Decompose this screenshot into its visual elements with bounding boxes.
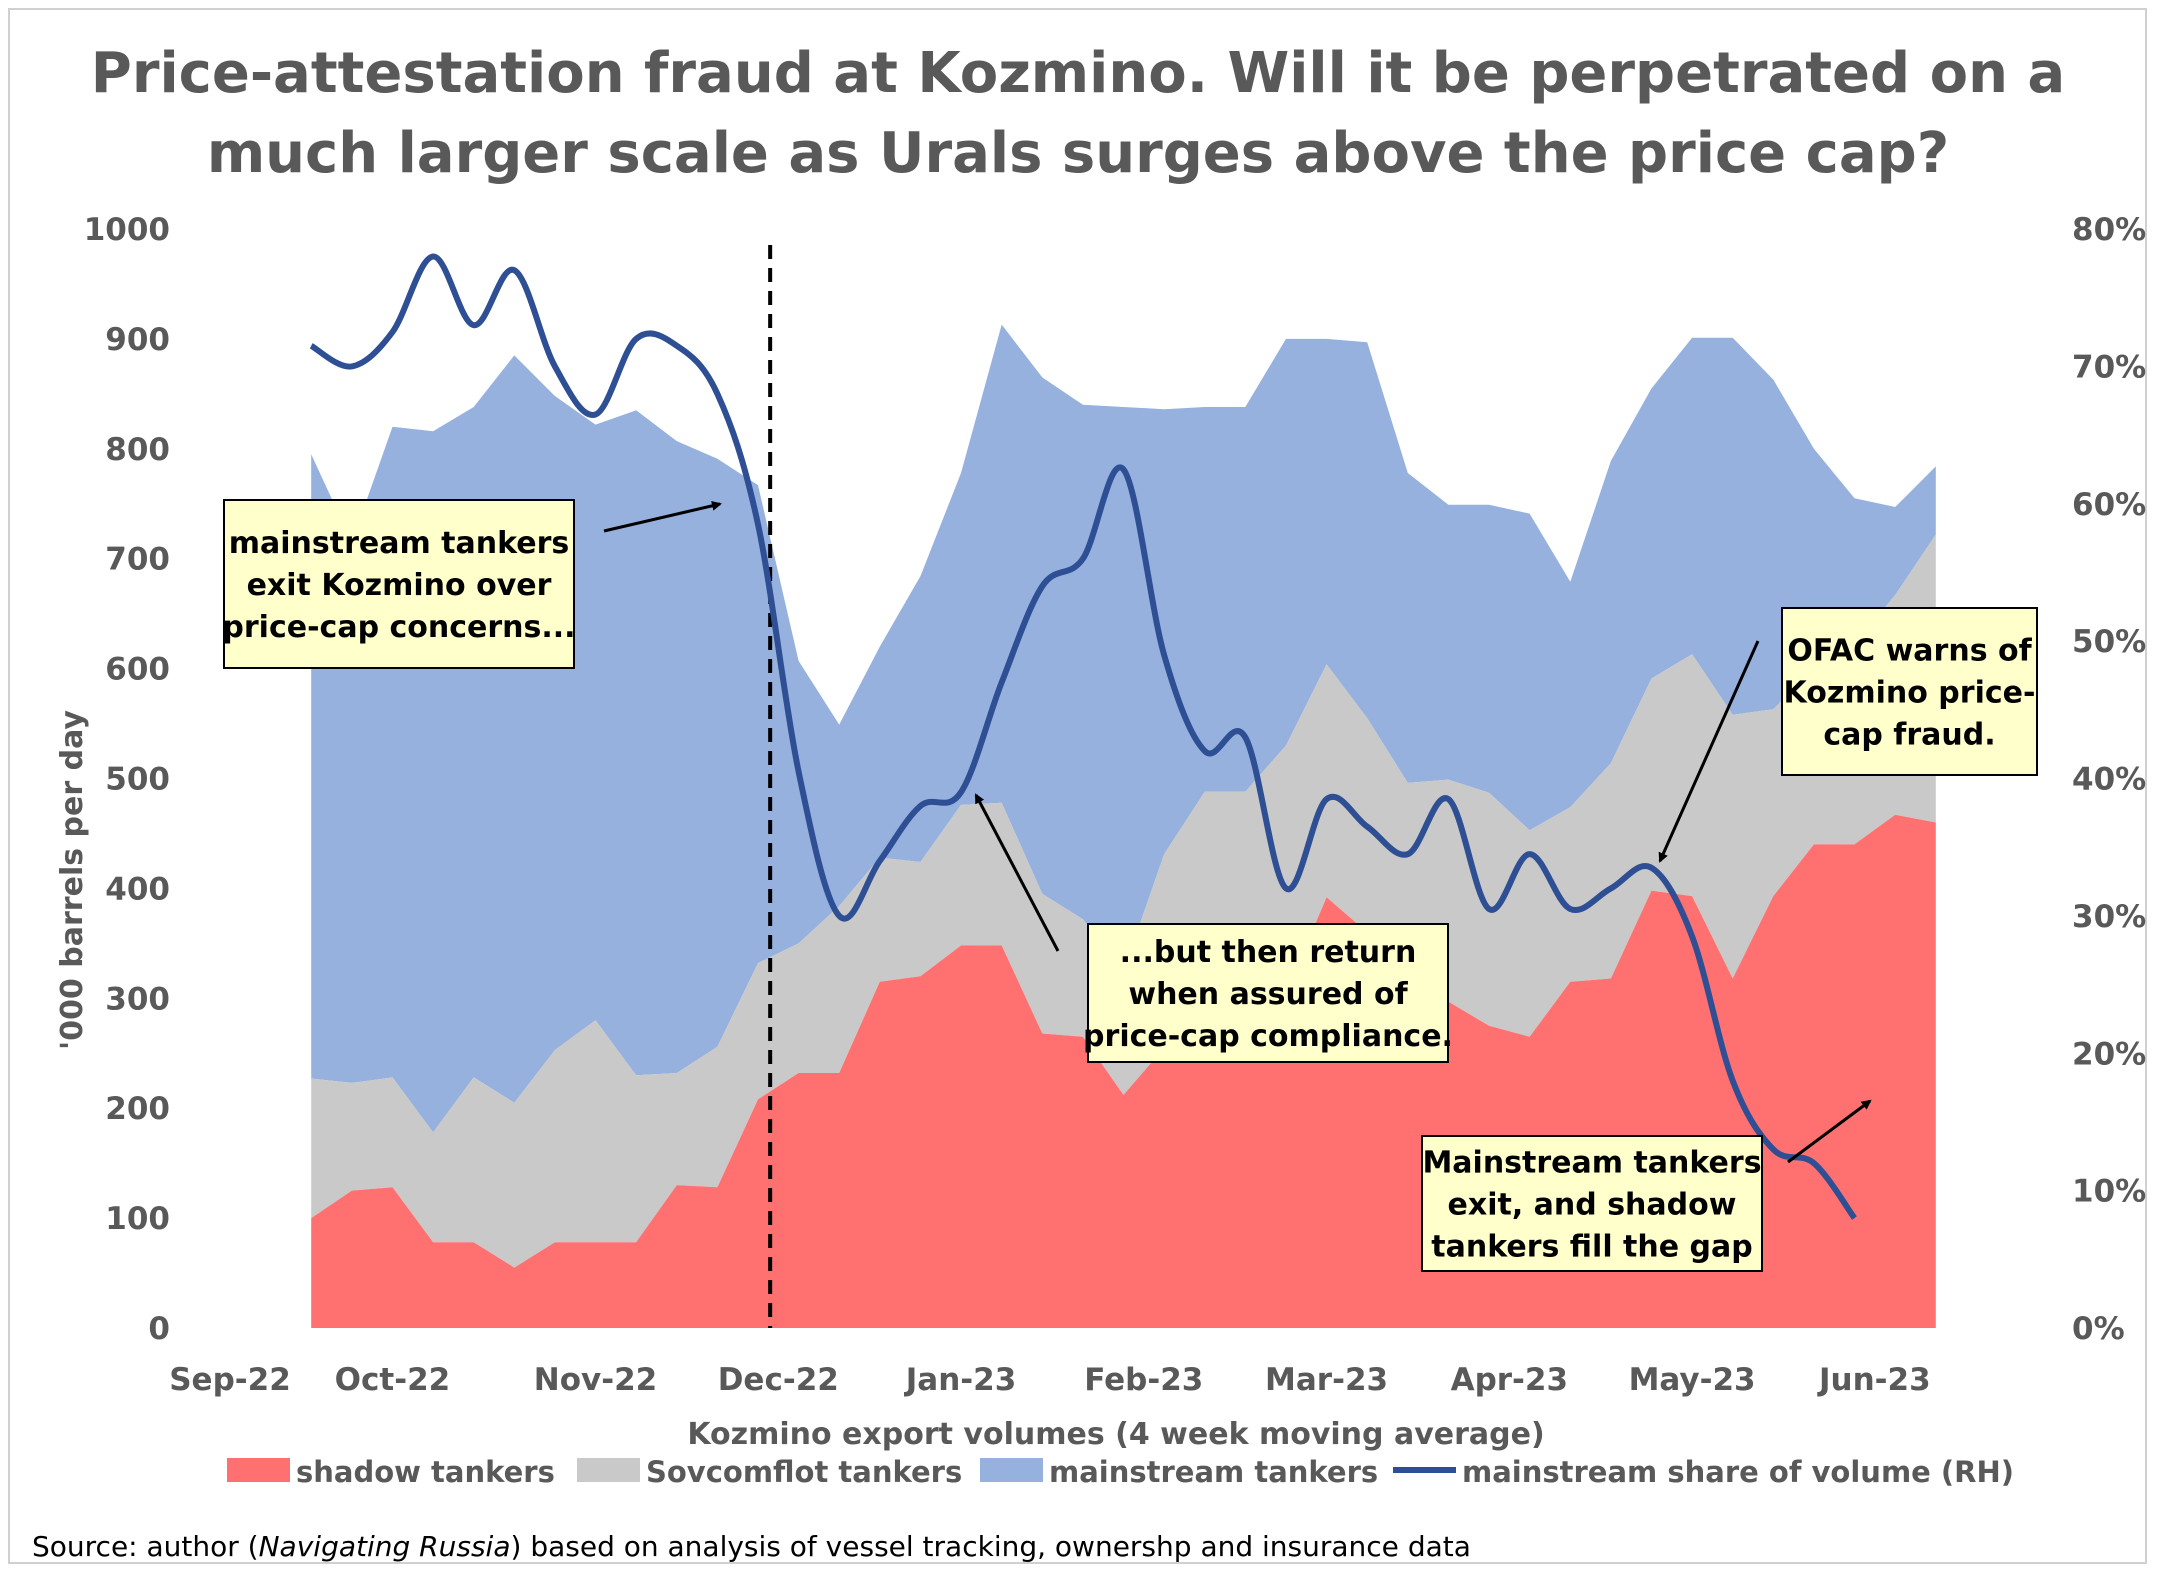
y-tick-label: 0 [148,1311,170,1347]
annotation-line: price-cap compliance. [1083,1019,1453,1054]
x-axis-label: Kozmino export volumes (4 week moving av… [687,1417,1544,1452]
y-tick-label: 1000 [84,212,170,248]
legend: shadow tankers Sovcomflot tankers mainstre… [227,1455,2014,1489]
left-y-axis-ticks: 0 100 200 300 400 500 600 700 800 900 1000 [84,212,170,1347]
legend-label: Sovcomflot tankers [646,1455,962,1489]
chart-title-line-2: much larger scale as Urals surges above … [207,121,1949,186]
x-tick-label: Dec-22 [718,1362,839,1398]
annotation-arrow [603,500,722,533]
x-tick-label: Feb-23 [1084,1362,1203,1398]
legend-item: mainstream share of volume (RH) [1393,1455,2014,1489]
y-tick-label: 500 [105,762,170,798]
y2-tick-label: 30% [2072,899,2146,935]
y-tick-label: 700 [105,542,170,578]
annotation-line: OFAC warns of [1787,634,2032,669]
x-tick-label: Oct-22 [335,1362,451,1398]
source-prefix: Source: author ( [32,1530,259,1563]
annotation-line: cap fraud. [1823,718,1995,753]
y2-tick-label: 70% [2072,349,2146,385]
legend-item: Sovcomflot tankers [577,1455,962,1489]
legend-label: shadow tankers [296,1455,555,1489]
annotation-box [1087,923,1449,1063]
x-tick-label: Sep-22 [169,1362,291,1398]
line-mainstream-share [309,253,1857,1220]
annotation-line: mainstream tankers [229,526,570,561]
y2-tick-label: 10% [2072,1174,2146,1210]
y-tick-label: 100 [105,1201,170,1237]
annotation-mainstream-exit: mainstream tankers exit Kozmino over price… [222,499,722,669]
area-sovcomflot-tankers [311,534,1936,1268]
annotation-ofac: OFAC warns of Kozmino price-cap fraud. [1658,607,2038,863]
y-tick-label: 900 [105,322,170,358]
annotation-box [1421,1135,1763,1272]
annotations: mainstream tankers exit Kozmino over price… [222,499,2038,1272]
source-note: Source: author (Navigating Russia) based… [32,1530,1471,1563]
legend-label: mainstream share of volume (RH) [1462,1455,2014,1489]
right-y-axis-ticks: 0% 10% 20% 30% 40% 50% 60% 70% 80% [2072,212,2146,1347]
annotation-shadow-fill: Mainstream tankers exit, and shadow tanker… [1421,1099,1872,1272]
legend-item: mainstream tankers [980,1455,1378,1489]
legend-swatch [577,1458,640,1482]
y-tick-label: 400 [105,871,170,907]
annotation-line: tankers fill the gap [1431,1230,1752,1265]
x-tick-label: May-23 [1629,1362,1756,1398]
y2-tick-label: 40% [2072,762,2146,798]
annotation-line: exit, and shadow [1448,1188,1737,1223]
annotation-arrow [1787,1099,1872,1164]
annotation-box [1781,607,2038,776]
source-suffix: ) based on analysis of vessel tracking, … [511,1530,1471,1563]
annotation-arrow [1658,640,1760,863]
annotation-line: price-cap concerns... [222,610,575,645]
annotation-line: exit Kozmino over [247,568,552,603]
y2-tick-label: 80% [2072,212,2146,248]
legend-item: shadow tankers [227,1455,555,1489]
y2-tick-label: 60% [2072,487,2146,523]
y-tick-label: 300 [105,981,170,1017]
share-line-group [309,253,1857,1220]
legend-swatch [227,1458,290,1482]
annotation-box [223,499,575,669]
y-tick-label: 600 [105,652,170,688]
x-axis-ticks: Sep-22 Oct-22 Nov-22 Dec-22 Jan-23 Feb-23 Mar-… [169,1362,1930,1398]
source-italic: Navigating Russia [259,1530,511,1563]
annotation-line: when assured of [1128,977,1408,1012]
y-axis-label: '000 barrels per day [55,710,90,1050]
chart-title-line-1: Price-attestation fraud at Kozmino. Will… [91,41,2065,106]
x-tick-label: Nov-22 [534,1362,657,1398]
y2-tick-label: 50% [2072,624,2146,660]
legend-label: mainstream tankers [1049,1455,1378,1489]
annotation-return: ...but then return when assured of price-c… [974,793,1453,1063]
y-tick-label: 200 [105,1091,170,1127]
y2-tick-label: 0% [2072,1311,2125,1347]
y-tick-label: 800 [105,432,170,468]
annotation-line: ...but then return [1120,935,1417,970]
x-tick-label: Jan-23 [904,1362,1017,1398]
y2-tick-label: 20% [2072,1036,2146,1072]
x-tick-label: Apr-23 [1451,1362,1568,1398]
area-mainstream-tankers [311,324,1936,1133]
annotation-arrow [974,793,1060,952]
legend-swatch [980,1458,1043,1482]
annotation-line: Kozmino price- [1784,676,2036,711]
x-tick-label: Jun-23 [1817,1362,1931,1398]
annotation-line: Mainstream tankers [1422,1146,1761,1181]
x-tick-label: Mar-23 [1265,1362,1388,1398]
